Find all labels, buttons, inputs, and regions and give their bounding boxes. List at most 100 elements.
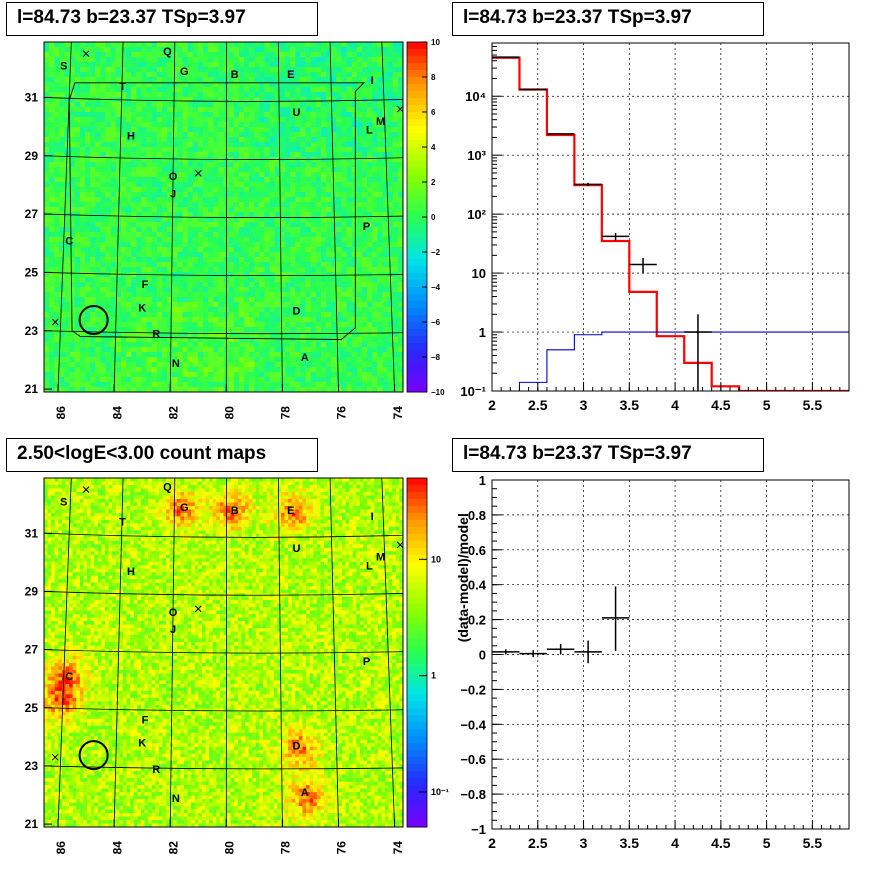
skymap-ts-title: l=84.73 b=23.37 TSp=3.97 xyxy=(6,2,318,36)
source-label-l: L xyxy=(366,560,373,572)
count-map-xtick-label: 82 xyxy=(166,841,180,855)
count-map-lon-line xyxy=(57,478,72,827)
source-label-f: F xyxy=(142,279,149,291)
ts-map-plot xyxy=(44,42,403,392)
count-map-xtick-label: 80 xyxy=(222,841,236,855)
residual-ytick-label: −1 xyxy=(471,822,486,837)
residual-xtick-label: 3.5 xyxy=(620,835,640,851)
source-label-g: G xyxy=(180,66,189,78)
spectrum-ytick-label: 10⁴ xyxy=(465,89,486,104)
source-label-u: U xyxy=(292,107,300,119)
count-map-lat-line xyxy=(44,591,403,596)
ts-map-xtick-label: 86 xyxy=(54,406,68,420)
spectrum-xtick-label: 4 xyxy=(671,397,679,413)
source-label-k: K xyxy=(138,738,146,750)
source-label-t: T xyxy=(119,517,126,529)
spectrum-data-point xyxy=(684,314,712,391)
residual-ytick-label: −0.6 xyxy=(460,752,486,767)
ts-map-cells xyxy=(44,42,403,392)
ts-map-lon-line xyxy=(381,42,395,392)
ts-map-colorbar xyxy=(407,42,427,393)
ts-map-colorbar-label: 8 xyxy=(431,73,436,82)
ts-map-colorbar-label: −6 xyxy=(431,318,441,327)
source-label-m: M xyxy=(376,116,385,128)
spectrum-data-point xyxy=(629,258,657,274)
count-map-cross-marker xyxy=(51,753,59,761)
residual-ylabel: (data-model)/model xyxy=(455,513,471,642)
count-map-colorbar-label: 10 xyxy=(431,554,441,564)
source-label-j: J xyxy=(170,624,176,636)
spectrum-frame xyxy=(491,42,850,392)
ts-map-grid xyxy=(44,42,403,392)
ts-map-ytick-label: 29 xyxy=(25,149,39,163)
spectrum-data-point xyxy=(519,88,547,91)
residual-ytick-label: −0.8 xyxy=(460,787,486,802)
ts-map-lon-line xyxy=(329,42,339,392)
spectrum-xtick-label: 5.5 xyxy=(803,397,823,413)
source-label-u: U xyxy=(292,543,300,555)
ts-map-ytick-label: 21 xyxy=(25,382,39,396)
count-map-lat-line xyxy=(44,649,403,654)
spectrum-xtick-label: 4.5 xyxy=(711,397,731,413)
ts-map-cross-marker xyxy=(82,50,90,58)
ts-map-xtick-label: 76 xyxy=(335,406,349,420)
source-label-m: M xyxy=(376,552,385,564)
residual-xtick-label: 4 xyxy=(671,835,679,851)
source-label-r: R xyxy=(152,329,160,341)
residual-data-point xyxy=(574,640,602,664)
ts-map-lon-line xyxy=(277,42,283,392)
residual-title: l=84.73 b=23.37 TSp=3.97 xyxy=(452,438,764,472)
ts-map-roi-outline xyxy=(68,82,365,340)
residual-ytick-label: −0.4 xyxy=(460,717,486,732)
ts-map-xtick-label: 80 xyxy=(222,406,236,420)
residual-frame xyxy=(491,479,850,830)
source-label-s: S xyxy=(60,496,67,508)
source-label-e: E xyxy=(287,69,294,81)
ts-map-colorbar-label: −2 xyxy=(431,248,441,257)
residual-ytick-label: 0.8 xyxy=(468,508,486,523)
count-map-xtick-label: 84 xyxy=(110,841,124,855)
residual-xtick-label: 4.5 xyxy=(711,835,731,851)
count-map-colorbar-label: 1 xyxy=(431,671,436,681)
ts-map-position-circle xyxy=(78,304,109,335)
source-label-d: D xyxy=(292,305,300,317)
residual-xtick-label: 3 xyxy=(580,835,588,851)
residual-ytick-label: 0.2 xyxy=(468,613,486,628)
residual-ytick-label: 0.6 xyxy=(468,543,486,558)
residual-data-point xyxy=(546,644,575,655)
source-label-p: P xyxy=(363,656,370,668)
ts-map-xtick-label: 84 xyxy=(110,406,124,420)
source-label-e: E xyxy=(287,505,294,517)
count-map-lat-line xyxy=(44,707,403,712)
spectrum-data-point xyxy=(492,56,520,58)
ts-map-xtick-label: 82 xyxy=(166,406,180,420)
count-map-xtick-label: 76 xyxy=(335,841,349,855)
count-map-colorbar-label: 10⁻¹ xyxy=(431,787,449,797)
source-label-h: H xyxy=(127,566,135,578)
ts-map-cross-marker xyxy=(194,169,202,177)
ts-map-ytick-label: 25 xyxy=(25,265,39,279)
source-label-k: K xyxy=(138,302,146,314)
spectrum-model-total-histogram xyxy=(492,56,849,391)
ts-map-cross-marker xyxy=(396,105,404,113)
count-map-plot xyxy=(44,478,403,827)
residual-xtick-label: 5.5 xyxy=(803,835,823,851)
count-map-ytick-label: 31 xyxy=(25,526,39,540)
spectrum-data-point xyxy=(574,182,602,187)
count-map-title: 2.50<logE<3.00 count maps xyxy=(6,438,318,472)
ts-map-colorbar-label: −8 xyxy=(431,353,441,362)
spectrum-xtick-label: 5 xyxy=(763,397,771,413)
count-map-ytick-label: 21 xyxy=(25,817,39,831)
count-map-ytick-label: 27 xyxy=(25,643,39,657)
count-map-frame xyxy=(43,477,404,828)
count-map-lon-line xyxy=(329,478,339,827)
spectrum-ytick-label: 10³ xyxy=(467,148,486,163)
source-label-t: T xyxy=(119,81,126,93)
ts-map-lon-line xyxy=(169,42,176,392)
spectrum-ytick-label: 1 xyxy=(479,325,486,340)
spectrum-series xyxy=(492,56,849,391)
source-label-q: Q xyxy=(163,46,172,58)
source-label-b: B xyxy=(231,69,239,81)
count-map-xtick-label: 74 xyxy=(391,841,405,855)
